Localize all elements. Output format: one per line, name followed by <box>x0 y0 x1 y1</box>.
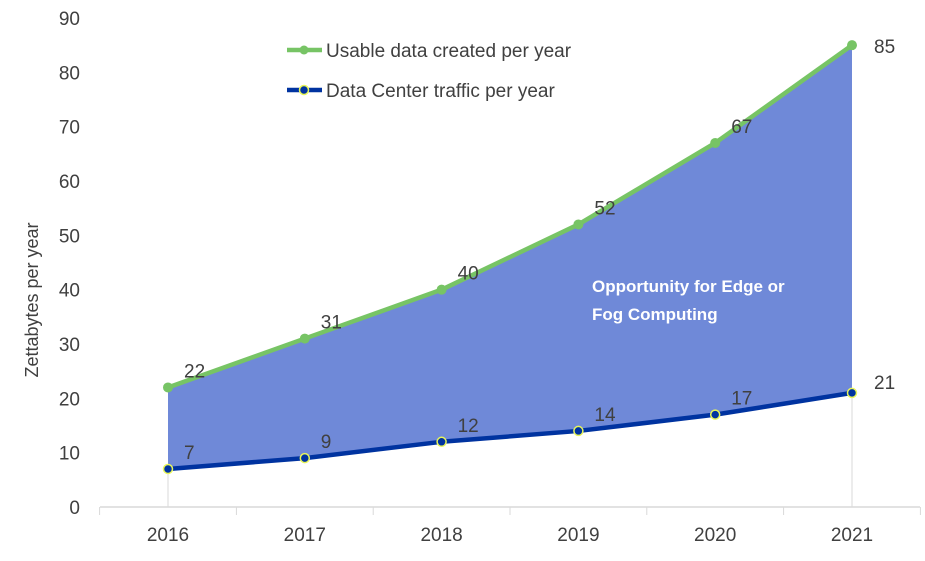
data-label: 12 <box>458 416 479 437</box>
data-label: 31 <box>321 313 342 334</box>
data-label: 9 <box>321 432 332 453</box>
data-point <box>162 463 174 475</box>
data-label: 17 <box>731 389 752 410</box>
data-point <box>709 409 721 420</box>
y-tick-label: 0 <box>69 498 80 519</box>
data-label: 14 <box>594 405 616 426</box>
x-tick-label: 2017 <box>284 525 326 546</box>
legend-marker <box>298 84 310 96</box>
y-tick-label: 70 <box>59 118 80 139</box>
data-point <box>846 387 858 399</box>
data-label: 52 <box>594 198 615 219</box>
data-point <box>710 137 721 148</box>
legend-marker <box>299 45 309 55</box>
y-tick-label: 80 <box>59 63 80 84</box>
data-label: 40 <box>458 264 479 285</box>
x-tick-label: 2020 <box>694 525 736 546</box>
y-tick-label: 10 <box>59 444 80 465</box>
data-point <box>436 436 447 448</box>
data-point <box>573 219 584 230</box>
data-point <box>436 284 447 295</box>
data-point <box>573 425 584 437</box>
x-tick-label: 2018 <box>420 525 462 546</box>
y-tick-label: 20 <box>59 389 80 410</box>
series-line <box>167 43 854 390</box>
legend-label: Usable data created per year <box>326 41 572 62</box>
annotation-text: Opportunity for Edge or <box>592 277 785 296</box>
data-label: 7 <box>184 443 195 464</box>
data-point <box>299 452 311 464</box>
data-label: 22 <box>184 361 205 382</box>
data-point <box>847 40 857 51</box>
data-label: 85 <box>874 37 895 58</box>
y-tick-label: 50 <box>59 226 80 247</box>
data-point <box>299 333 310 344</box>
x-tick-label: 2016 <box>147 525 189 546</box>
data-label: 21 <box>874 373 895 394</box>
legend-label: Data Center traffic per year <box>326 81 555 102</box>
x-tick-label: 2019 <box>557 525 599 546</box>
annotation-text: Fog Computing <box>592 305 718 324</box>
y-axis-label: Zettabytes per year <box>22 222 42 377</box>
data-label: 67 <box>731 117 752 138</box>
y-tick-label: 40 <box>59 281 80 302</box>
y-tick-label: 30 <box>59 335 80 356</box>
y-tick-label: 90 <box>59 9 80 30</box>
data-point <box>163 382 173 393</box>
y-tick-label: 60 <box>59 172 80 193</box>
series-line <box>167 390 853 472</box>
x-tick-label: 2021 <box>831 525 873 546</box>
